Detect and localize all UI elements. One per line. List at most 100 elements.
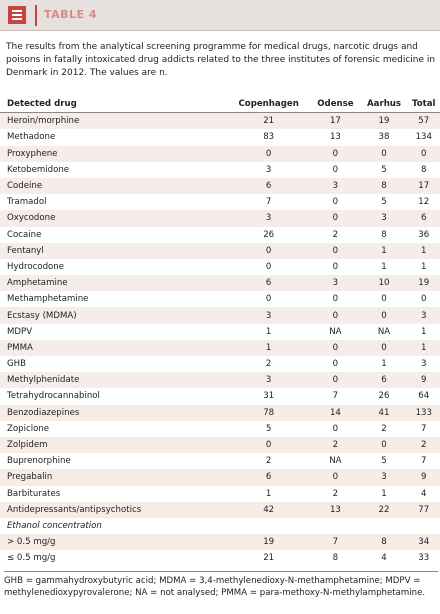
table-row: Fentanyl 0 0 1 1: [0, 242, 440, 259]
cell-value: 0: [360, 339, 408, 356]
cell-value: 22: [360, 501, 408, 518]
cell-value: 0: [332, 294, 339, 305]
cell-value: 9: [407, 372, 440, 389]
cell-value: 0: [227, 145, 311, 162]
cell-value: 64: [418, 391, 430, 402]
drug-name: Amphetamine: [0, 275, 227, 292]
cell-value: 33: [418, 553, 430, 564]
cell-value: 13: [329, 132, 341, 143]
cell-value: 0: [332, 164, 339, 175]
table-row: Proxyphene 0 0 0 0: [0, 145, 440, 162]
column-header: Copenhagen: [227, 96, 311, 114]
drug-name: Barbiturates: [7, 488, 61, 499]
cell-value: 0: [332, 197, 339, 208]
cell-value: 78: [227, 404, 311, 421]
cell-value: NA: [377, 326, 391, 337]
cell-value: 0: [227, 436, 311, 454]
table-row: MDPV 1 NA NA 1: [0, 324, 440, 340]
table-row: Methylphenidate 3 0 6 9: [0, 372, 440, 389]
cell-value: 6: [227, 469, 311, 486]
cell-value: 3: [360, 469, 408, 486]
table-body: Heroin/morphine 21 17 19 57 Methadone 83 13 38 13…: [0, 112, 440, 567]
cell-value: 0: [421, 294, 427, 305]
cell-value: 1: [360, 242, 408, 259]
drug-name: Pregabalin: [0, 469, 227, 486]
cell-value: 2: [407, 436, 440, 454]
cell-value: 3: [227, 210, 311, 227]
drug-name: MDPV: [7, 326, 33, 337]
cell-value: 6: [227, 177, 311, 195]
drug-name: Proxyphene: [0, 145, 227, 162]
cell-value: 83: [263, 132, 275, 143]
cell-value: 10: [360, 275, 408, 292]
table-row: Cocaine 26 2 8 36: [0, 227, 440, 243]
cell-value: 38: [378, 132, 390, 143]
cell-value: 8: [360, 177, 408, 195]
cell-value: 0: [360, 436, 408, 454]
cell-value: 0: [332, 423, 339, 434]
drug-name: Zolpidem: [0, 436, 227, 454]
data-table: Detected drug Copenhagen Odense Aarhus Total…: [0, 96, 440, 566]
cell-value: 0: [360, 145, 408, 162]
cell-value: 6: [360, 372, 408, 389]
drug-name: Codeine: [0, 177, 227, 195]
cell-value: 13: [310, 501, 361, 518]
cell-value: 3: [360, 210, 408, 227]
cell-value: 21: [263, 553, 275, 564]
cell-value: 3: [227, 372, 311, 389]
cell-value: 0: [332, 359, 339, 370]
table-row: ≤ 0.5 mg/g 21 8 4 33: [0, 550, 440, 566]
cell-value: 3: [310, 177, 361, 195]
cell-value: 77: [407, 501, 440, 518]
table-row: Barbiturates 1 2 1 4: [0, 486, 440, 502]
table-row: Buprenorphine 2 NA 5 7: [0, 453, 440, 469]
cell-value: 8: [332, 553, 339, 564]
table-row: Benzodiazepines 78 14 41 133: [0, 404, 440, 421]
cell-value: 2: [381, 423, 387, 434]
cell-value: 21: [227, 112, 311, 130]
caption: The results from the analytical screenin…: [6, 42, 436, 78]
cell-value: 0: [310, 145, 361, 162]
table-row: PMMA 1 0 0 1: [0, 339, 440, 356]
cell-value: 1: [421, 326, 427, 337]
cell-value: 1: [407, 242, 440, 259]
drug-name: Ketobemidone: [7, 164, 70, 175]
cell-value: 0: [265, 261, 272, 272]
cell-value: 0: [310, 307, 361, 324]
cell-value: 42: [227, 501, 311, 518]
cell-value: 0: [360, 307, 408, 324]
table-row: Methamphetamine 0 0 0 0: [0, 291, 440, 307]
cell-value: 3: [227, 307, 311, 324]
cell-value: 3: [421, 359, 427, 370]
cell-value: 1: [381, 261, 387, 272]
cell-value: 57: [407, 112, 440, 130]
footnote: GHB = gammahydroxybutyric acid; MDMA = 3…: [4, 571, 438, 599]
table-row: GHB 2 0 1 3: [0, 356, 440, 372]
drug-name: Methadone: [7, 132, 56, 143]
cell-value: 4: [381, 553, 387, 564]
cell-value: 133: [407, 404, 440, 421]
table-row: Ketobemidone 3 0 5 8: [0, 162, 440, 178]
cell-value: 26: [378, 391, 390, 402]
drug-name: Cocaine: [7, 229, 42, 240]
cell-value: 17: [407, 177, 440, 195]
drug-name: Ecstasy (MDMA): [0, 307, 227, 324]
cell-value: 1: [227, 339, 311, 356]
cell-value: 7: [332, 391, 339, 402]
section-row: Ethanol concentration: [0, 518, 440, 534]
divider: [35, 5, 37, 26]
table-row: Ecstasy (MDMA) 3 0 0 3: [0, 307, 440, 324]
header-row: Detected drug Copenhagen Odense Aarhus Total: [0, 96, 440, 114]
cell-value: 9: [407, 469, 440, 486]
drug-name: Hydrocodone: [7, 261, 65, 272]
cell-value: 0: [265, 294, 272, 305]
cell-value: 2: [265, 456, 272, 467]
cell-value: 1: [265, 326, 272, 337]
cell-value: 0: [310, 372, 361, 389]
section-title: Ethanol concentration: [7, 520, 102, 531]
cell-value: 3: [407, 307, 440, 324]
table-row: Pregabalin 6 0 3 9: [0, 469, 440, 486]
cell-value: 1: [381, 359, 387, 370]
cell-value: 7: [421, 423, 427, 434]
table-icon: [8, 6, 26, 24]
